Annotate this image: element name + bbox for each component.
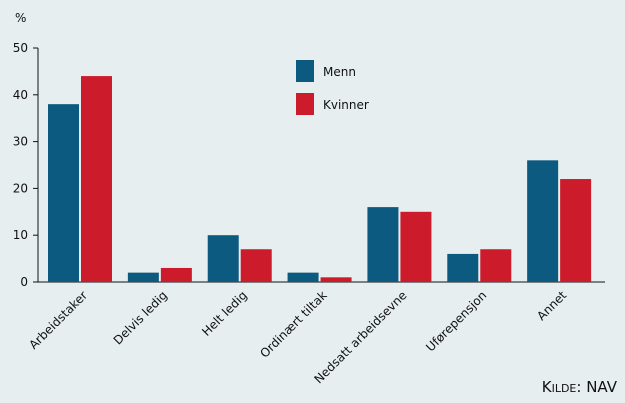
bar-kvinner bbox=[160, 267, 192, 282]
legend-swatch-kvinner bbox=[296, 93, 314, 115]
bar-kvinner bbox=[320, 277, 352, 282]
y-tick-label: 0 bbox=[20, 275, 28, 289]
bar-kvinner bbox=[81, 76, 112, 282]
bar-kvinner bbox=[240, 249, 272, 282]
bar-menn bbox=[127, 272, 159, 282]
bar-kvinner bbox=[400, 211, 432, 282]
legend-swatch-menn bbox=[296, 60, 314, 82]
bar-menn bbox=[287, 272, 319, 282]
bar-kvinner bbox=[560, 179, 592, 282]
y-tick-label: 30 bbox=[13, 135, 28, 149]
bar-menn bbox=[48, 104, 79, 282]
category-label: Annet bbox=[534, 288, 569, 323]
y-axis-unit-label: % bbox=[15, 11, 26, 25]
y-tick-label: 20 bbox=[13, 181, 28, 195]
y-tick-label: 10 bbox=[13, 228, 28, 242]
y-tick-label: 40 bbox=[13, 88, 28, 102]
legend-label-kvinner: Kvinner bbox=[323, 98, 369, 112]
bar-menn bbox=[527, 160, 559, 282]
bar-kvinner bbox=[480, 249, 512, 282]
category-label: Helt ledig bbox=[199, 288, 250, 339]
y-tick-label: 50 bbox=[13, 41, 28, 55]
category-label: Ordinært tiltak bbox=[257, 288, 329, 360]
legend-label-menn: Menn bbox=[323, 65, 356, 79]
category-label: Uførepensjon bbox=[423, 288, 489, 354]
source-credit: Kilde: NAV bbox=[541, 378, 617, 396]
category-label: Delvis ledig bbox=[111, 288, 170, 347]
bar-menn bbox=[447, 253, 479, 282]
category-label: Nedsatt arbeidsevne bbox=[311, 288, 409, 386]
category-label: Arbeidstaker bbox=[26, 288, 90, 352]
bar-menn bbox=[207, 235, 239, 282]
bar-menn bbox=[367, 207, 399, 282]
